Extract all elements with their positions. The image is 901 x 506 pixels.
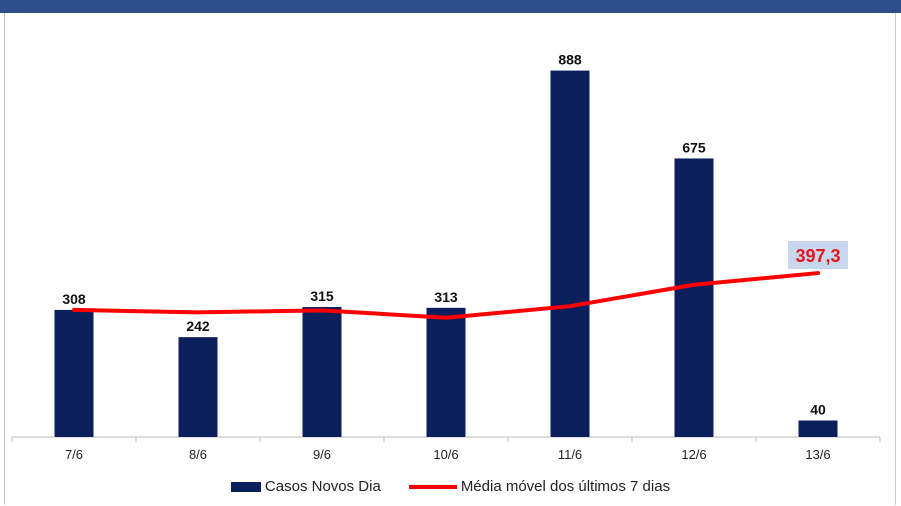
bar-11-6 xyxy=(550,70,590,437)
chart-canvas: 7/6 8/6 9/6 10/6 11/6 12/6 13/6 308 242 315 313 888… xyxy=(11,52,881,462)
bar-13-6 xyxy=(798,420,838,437)
legend-label-line: Média móvel dos últimos 7 dias xyxy=(460,478,671,495)
legend-swatch-bars xyxy=(230,481,261,492)
legend: Casos Novos Dia Média móvel dos últimos … xyxy=(0,478,901,495)
bar-8-6 xyxy=(178,337,218,437)
x-tick-label: 13/6 xyxy=(805,447,830,462)
x-tick-label: 11/6 xyxy=(558,447,582,462)
bar-value-label: 40 xyxy=(810,401,826,417)
legend-item-line: Média móvel dos últimos 7 dias xyxy=(408,478,671,495)
bar-value-label: 313 xyxy=(434,289,458,305)
bar-value-label: 315 xyxy=(310,288,334,304)
header-bar xyxy=(0,0,901,13)
bar-9-6 xyxy=(302,307,342,437)
avg-end-label: 397,3 xyxy=(795,246,840,266)
bar-value-label: 308 xyxy=(62,291,86,307)
bar-value-label: 888 xyxy=(558,52,582,68)
x-tick-label: 8/6 xyxy=(189,447,207,462)
chart-frame xyxy=(4,13,896,505)
x-tick-label: 10/6 xyxy=(433,447,458,462)
moving-average-line xyxy=(72,271,820,320)
bar-12-6 xyxy=(674,158,714,437)
bar-value-label: 242 xyxy=(186,318,210,334)
x-tick-label: 9/6 xyxy=(313,447,331,462)
legend-label-bars: Casos Novos Dia xyxy=(264,478,381,495)
legend-swatch-line xyxy=(408,484,457,489)
bar-7-6 xyxy=(54,309,94,437)
avg-end-label-box xyxy=(788,241,848,270)
x-tick-label: 7/6 xyxy=(65,447,83,462)
bar-10-6 xyxy=(426,307,466,437)
legend-item-bars: Casos Novos Dia xyxy=(230,478,381,495)
x-tick-label: 12/6 xyxy=(681,447,706,462)
bar-value-label: 675 xyxy=(682,139,706,155)
